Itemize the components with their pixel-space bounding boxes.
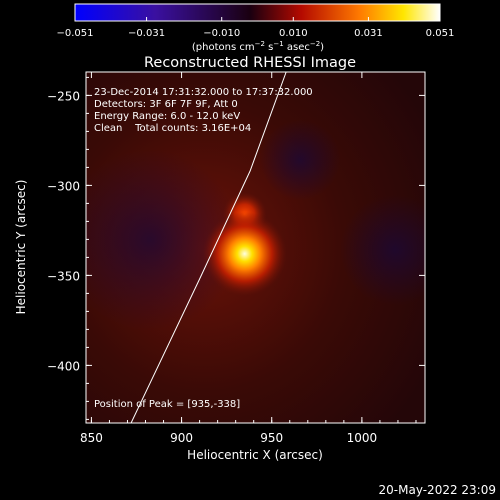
y-tick-label: −350 xyxy=(47,269,80,283)
peak-source xyxy=(202,211,287,296)
x-axis-ticks: 850 900 950 1000 xyxy=(80,72,417,445)
x-tick-label: 850 xyxy=(80,431,103,445)
colorbar-tick-label: 0.031 xyxy=(354,28,383,39)
colorbar-ticks: −0.051 −0.031 −0.010 0.010 0.031 0.051 xyxy=(56,17,454,39)
annotation-clean: Clean Total counts: 3.16E+04 xyxy=(94,123,251,134)
y-tick-label: −400 xyxy=(47,359,80,373)
chart-title: Reconstructed RHESSI Image xyxy=(144,55,356,71)
x-tick-label: 900 xyxy=(170,431,193,445)
x-axis-label: Heliocentric X (arcsec) xyxy=(187,448,323,462)
annotation-energy: Energy Range: 6.0 - 12.0 keV xyxy=(94,111,240,122)
annotation-time: 23-Dec-2014 17:31:32.000 to 17:37:32.000 xyxy=(94,87,313,98)
solar-limb xyxy=(130,72,287,423)
colorbar-tick-label: −0.010 xyxy=(203,28,240,39)
colorbar-tick-label: 0.010 xyxy=(279,28,308,39)
heatmap-image xyxy=(86,72,425,423)
peak-position-label: Position of Peak = [935,-338] xyxy=(94,399,240,410)
y-tick-label: −250 xyxy=(47,89,80,103)
x-tick-label: 950 xyxy=(260,431,283,445)
y-axis-ticks: −250 −300 −350 −400 xyxy=(47,76,425,420)
y-tick-label: −300 xyxy=(47,179,80,193)
x-tick-label: 1000 xyxy=(347,431,378,445)
colorbar-tick-label: −0.051 xyxy=(56,28,93,39)
plot-frame xyxy=(85,71,426,424)
footer-timestamp: 20-May-2022 23:09 xyxy=(379,483,496,497)
colorbar xyxy=(74,3,441,22)
annotation-detectors: Detectors: 3F 6F 7F 9F, Att 0 xyxy=(94,99,238,110)
colorbar-tick-label: −0.031 xyxy=(128,28,165,39)
colorbar-units: (photons cm−2 s−1 asec−2) xyxy=(192,40,324,53)
colorbar-tick-label: 0.051 xyxy=(426,28,455,39)
y-axis-label: Heliocentric Y (arcsec) xyxy=(14,180,28,315)
